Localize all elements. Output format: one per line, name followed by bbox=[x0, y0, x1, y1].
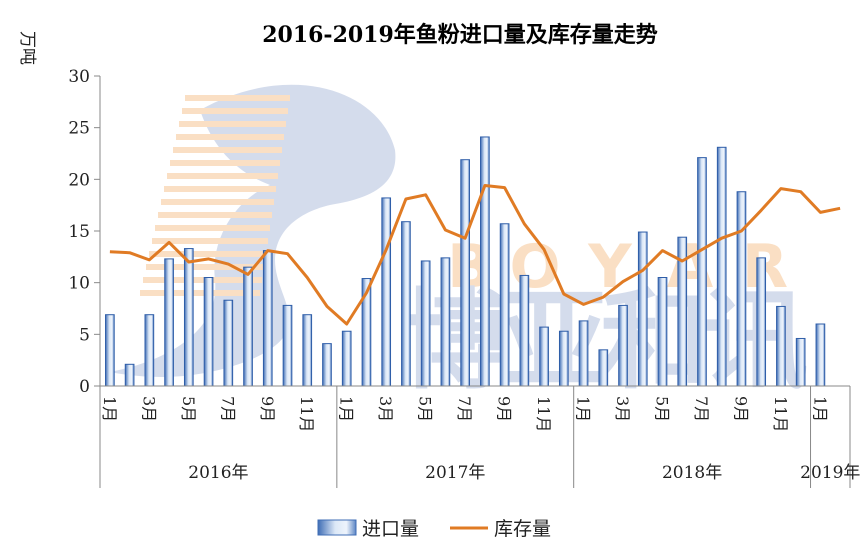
import-bar bbox=[203, 277, 214, 387]
x-axis-year-groups: 2016年 2017年 2018年 2019年 bbox=[99, 386, 860, 488]
watermark-stripe bbox=[155, 225, 270, 231]
x-tick-label: 1月 bbox=[810, 396, 829, 422]
import-bar bbox=[815, 323, 826, 387]
watermark-stripe bbox=[185, 95, 290, 101]
watermark-stripe bbox=[143, 277, 262, 283]
x-tick-label: 3月 bbox=[139, 396, 158, 422]
legend-swatch-imports bbox=[317, 519, 357, 536]
watermark-stripe bbox=[161, 199, 274, 205]
x-tick-label: 3月 bbox=[613, 396, 632, 422]
import-bar bbox=[262, 250, 273, 387]
y-axis-unit: 万吨 bbox=[17, 31, 37, 65]
x-tick-label: 7月 bbox=[218, 396, 237, 422]
x-tick-label: 11月 bbox=[297, 396, 316, 432]
year-group-label: 2016年 bbox=[188, 463, 248, 483]
import-bar bbox=[716, 146, 727, 387]
y-tick-label: 30 bbox=[68, 67, 90, 87]
watermark-stripe bbox=[140, 290, 260, 296]
watermark-stripe bbox=[152, 238, 268, 244]
import-bar bbox=[223, 299, 234, 387]
watermark-stripes bbox=[140, 95, 290, 296]
watermark-stripe bbox=[173, 147, 282, 153]
watermark-stripe bbox=[176, 134, 284, 140]
import-bar bbox=[302, 314, 313, 387]
import-bar bbox=[558, 330, 569, 387]
import-bar bbox=[519, 274, 530, 387]
inventory-line bbox=[109, 184, 841, 326]
import-bar bbox=[539, 326, 549, 387]
import-bar bbox=[381, 197, 392, 387]
import-bar bbox=[499, 223, 510, 387]
y-tick-label: 20 bbox=[68, 170, 90, 190]
import-bar bbox=[618, 304, 628, 387]
import-bar bbox=[401, 221, 411, 387]
watermark-stripe bbox=[158, 212, 272, 218]
x-tick-label: 9月 bbox=[258, 396, 277, 422]
watermark-stripe bbox=[167, 173, 278, 179]
import-bar bbox=[460, 159, 470, 387]
x-tick-label: 9月 bbox=[495, 396, 514, 422]
y-axis-ticks: 0 5 10 15 20 25 30 bbox=[68, 67, 100, 397]
x-tick-label: 7月 bbox=[455, 396, 474, 422]
y-tick-label: 15 bbox=[68, 222, 90, 242]
import-bar bbox=[243, 266, 253, 387]
year-group-label: 2019年 bbox=[800, 463, 860, 483]
watermark-stripe bbox=[164, 186, 276, 192]
import-bar bbox=[164, 258, 174, 387]
x-tick-label: 5月 bbox=[416, 396, 435, 422]
x-tick-label: 1月 bbox=[337, 396, 356, 422]
x-tick-label: 9月 bbox=[731, 396, 750, 422]
import-bar bbox=[322, 343, 332, 387]
x-tick-label: 1月 bbox=[574, 396, 593, 422]
import-bar bbox=[598, 349, 609, 387]
import-bar bbox=[144, 314, 155, 387]
import-bar bbox=[657, 277, 668, 387]
import-bars bbox=[105, 136, 826, 387]
watermark-stripe bbox=[170, 160, 280, 166]
legend-label-imports: 进口量 bbox=[362, 518, 419, 540]
import-bar bbox=[420, 260, 431, 387]
import-bar bbox=[105, 314, 115, 387]
import-bar bbox=[697, 157, 707, 387]
x-axis-ticks: 1月 3月 5月 7月 9月 11月 1月 3月 5月 7月 9月 11月 1月 3月 5月 7月 9月 11月 1… bbox=[100, 396, 830, 432]
y-tick-label: 5 bbox=[79, 325, 90, 345]
import-bar bbox=[736, 191, 747, 387]
watermark-swoosh bbox=[110, 84, 396, 377]
year-group-label: 2018年 bbox=[662, 463, 722, 483]
y-tick-label: 10 bbox=[68, 274, 90, 294]
import-bar bbox=[124, 363, 135, 387]
import-bar bbox=[282, 304, 293, 387]
import-bar bbox=[440, 257, 451, 387]
import-bar bbox=[756, 257, 767, 387]
legend: 进口量 库存量 bbox=[317, 518, 551, 540]
x-tick-label: 11月 bbox=[534, 396, 553, 432]
import-bar bbox=[776, 305, 786, 387]
x-tick-label: 1月 bbox=[100, 396, 119, 422]
import-bar bbox=[480, 136, 490, 387]
legend-label-inventory: 库存量 bbox=[494, 518, 551, 540]
import-bar bbox=[183, 248, 194, 387]
x-tick-label: 11月 bbox=[771, 396, 790, 432]
import-bar bbox=[341, 330, 352, 387]
x-tick-label: 3月 bbox=[376, 396, 395, 422]
watermark-stripe bbox=[149, 251, 266, 257]
y-tick-label: 0 bbox=[79, 377, 90, 397]
chart-title: 2016-2019年鱼粉进口量及库存量走势 bbox=[262, 22, 658, 48]
import-bar bbox=[637, 231, 648, 387]
x-tick-label: 7月 bbox=[692, 396, 711, 422]
import-bar bbox=[578, 320, 589, 387]
watermark-stripe bbox=[146, 264, 264, 270]
year-group-label: 2017年 bbox=[425, 463, 485, 483]
y-tick-label: 25 bbox=[68, 119, 90, 139]
x-tick-label: 5月 bbox=[179, 396, 198, 422]
x-tick-label: 5月 bbox=[653, 396, 672, 422]
import-bar bbox=[795, 337, 806, 387]
watermark-stripe bbox=[182, 108, 288, 114]
watermark-stripe bbox=[179, 121, 286, 127]
